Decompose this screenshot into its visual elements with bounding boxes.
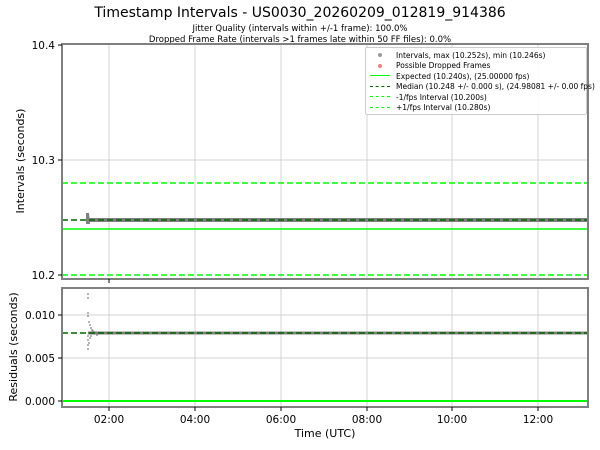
chart-legend: Intervals, max (10.252s), min (10.246s) …	[365, 47, 595, 115]
dashed-line-icon	[370, 106, 390, 108]
legend-item-expected: Expected (10.240s), (25.00000 fps)	[370, 71, 529, 81]
dropped-frame-subtitle: Dropped Frame Rate (intervals >1 frames …	[148, 35, 452, 45]
bottom-ylabel: Residuals (seconds)	[7, 292, 20, 401]
residuals-scatter	[87, 293, 99, 350]
legend-item-plus-1fps: +1/fps Interval (10.280s)	[370, 103, 490, 113]
top-ytick-10.4: 10.4	[32, 40, 56, 52]
solid-line-icon	[370, 75, 390, 76]
intervals-marker-icon	[378, 53, 382, 57]
chart-title: Timestamp Intervals - US0030_20260209_01…	[94, 5, 506, 21]
dashed-line-icon	[370, 85, 390, 87]
top-ytick-10.2: 10.2	[32, 270, 55, 282]
legend-item-median: Median (10.248 +/- 0.000 s), (24.98081 +…	[370, 82, 595, 92]
xtick-1000: 10:00	[437, 414, 467, 426]
legend-item-dropped-frames: Possible Dropped Frames	[370, 61, 490, 71]
xtick-0400: 04:00	[180, 414, 210, 426]
jitter-quality-subtitle: Jitter Quality (intervals within +/-1 fr…	[192, 24, 408, 34]
top-ylabel: Intervals (seconds)	[14, 109, 27, 214]
dropped-frame-marker-icon	[378, 63, 382, 68]
bottom-ytick-0.000: 0.000	[25, 396, 55, 408]
top-plot: 10.4 10.3 10.2 Intervals (seconds)	[14, 40, 589, 283]
legend-item-intervals: Intervals, max (10.252s), min (10.246s)	[370, 50, 545, 60]
top-ytick-10.3: 10.3	[32, 155, 55, 167]
xtick-0200: 02:00	[94, 414, 124, 426]
bottom-plot: 0.010 0.005 0.000 Residuals (seconds) 02…	[7, 287, 589, 440]
legend-item-minus-1fps: -1/fps Interval (10.200s)	[370, 92, 487, 102]
xtick-0600: 06:00	[266, 414, 296, 426]
bottom-ytick-0.005: 0.005	[25, 353, 55, 365]
xlabel: Time (UTC)	[294, 427, 356, 440]
xtick-1200: 12:00	[523, 414, 553, 426]
dashed-line-icon	[370, 96, 390, 97]
xtick-0800: 08:00	[352, 414, 382, 426]
bottom-ytick-0.010: 0.010	[25, 310, 55, 322]
